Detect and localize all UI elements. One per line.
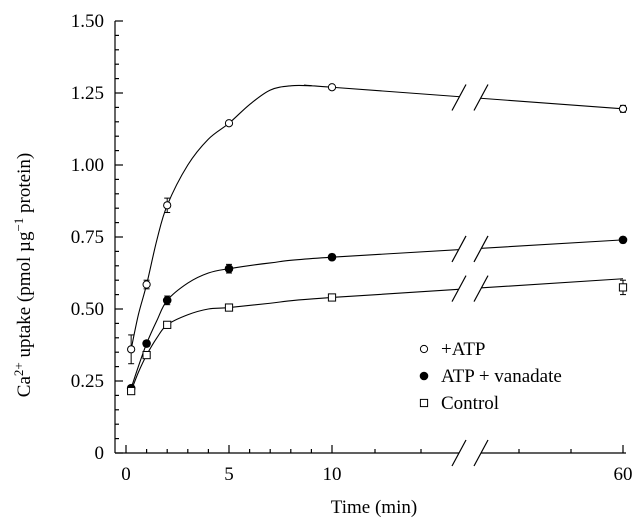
break-control-slash — [451, 275, 467, 302]
break-x-axis-slash — [473, 439, 489, 467]
point-vanadate — [162, 296, 172, 305]
x-tick-label: 5 — [224, 464, 234, 485]
legend-marker-atp — [419, 344, 429, 354]
y-tick-label: 1.00 — [71, 155, 104, 176]
legend-marker-control — [419, 398, 429, 408]
curve-control — [130, 278, 624, 392]
point-vanadate — [142, 339, 151, 348]
y-tick-label: 0.50 — [71, 299, 104, 320]
legend-label-vanadate: ATP + vanadate — [441, 366, 562, 387]
point-vanadate — [618, 235, 628, 245]
x-axis-label: Time (min) — [331, 497, 417, 518]
break-atp-gap — [459, 83, 481, 112]
break-vanadate-slash — [451, 235, 467, 263]
y-tick-label: 0.75 — [71, 227, 104, 248]
break-vanadate-gap — [459, 234, 481, 263]
axes: 0 0.25 0.50 0.75 1.00 1.25 1.50 0 5 10 60 — [71, 11, 633, 485]
point-control — [163, 320, 172, 329]
break-control-gap — [459, 274, 481, 303]
break-x-axis-gap — [459, 439, 481, 467]
x-tick-label: 10 — [323, 464, 342, 485]
y-tick-label: 0.25 — [71, 371, 104, 392]
x-tick-label: 60 — [614, 464, 633, 485]
point-atp — [163, 201, 172, 210]
point-control — [142, 350, 151, 360]
legend-label-control: Control — [441, 393, 499, 414]
point-control — [224, 303, 234, 312]
point-atp — [224, 119, 234, 128]
axis-breaks — [451, 83, 489, 467]
point-control — [127, 386, 136, 396]
point-control — [618, 283, 628, 292]
point-atp — [327, 83, 337, 92]
break-control-slash — [473, 275, 489, 302]
point-control — [327, 293, 337, 302]
y-axis-label: Ca2+ uptake (pmol µg−1 protein) — [11, 153, 35, 397]
legend-marker-vanadate — [419, 371, 429, 381]
point-vanadate — [327, 252, 337, 262]
y-tick-label: 1.50 — [71, 11, 104, 32]
point-atp — [142, 280, 151, 289]
curves — [130, 84, 624, 392]
legend-label-atp: +ATP — [441, 339, 486, 360]
y-tick-label: 0 — [95, 443, 105, 464]
point-vanadate — [224, 264, 234, 273]
legend: +ATP ATP + vanadate Control — [419, 339, 562, 414]
break-vanadate-slash — [473, 235, 489, 263]
y-tick-label: 1.25 — [71, 83, 104, 104]
point-atp — [618, 104, 628, 113]
break-atp-slash — [473, 84, 489, 111]
break-atp-slash — [451, 84, 467, 111]
x-tick-label: 0 — [121, 464, 131, 485]
break-x-axis-slash — [451, 439, 467, 467]
point-atp — [127, 345, 136, 354]
markers — [126, 83, 628, 396]
